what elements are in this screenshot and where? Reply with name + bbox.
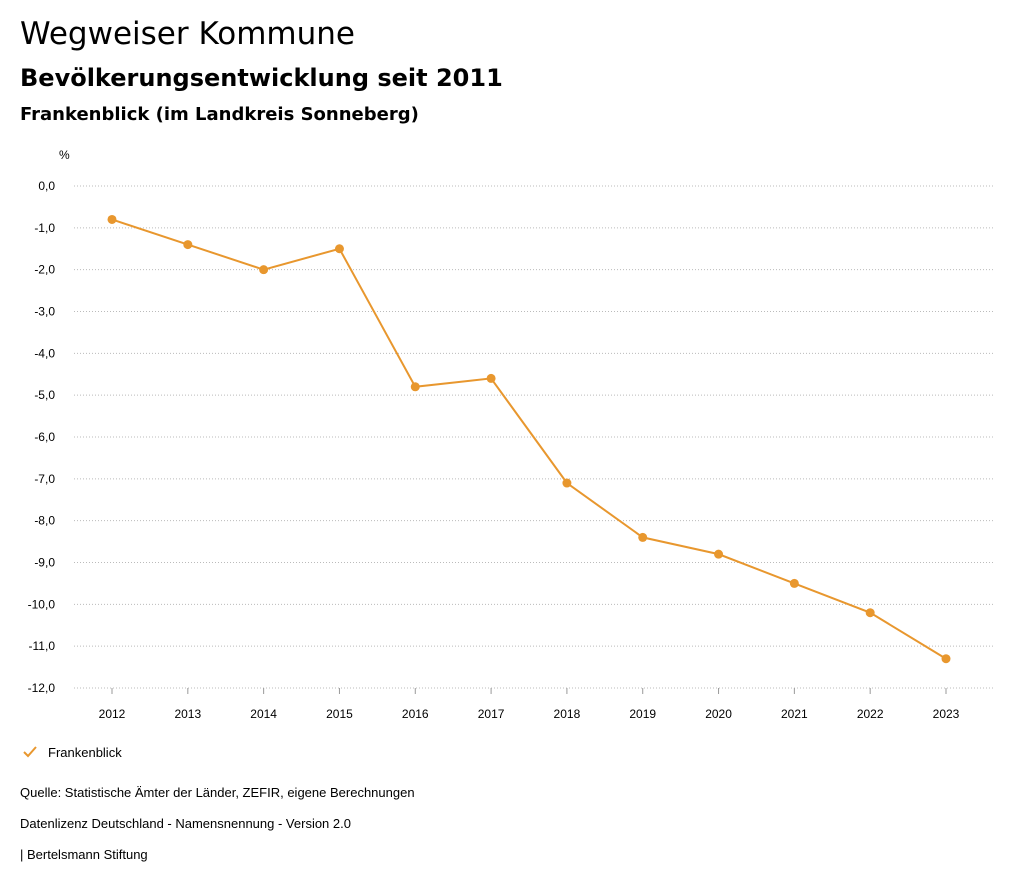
legend-label: Frankenblick (48, 744, 122, 760)
y-tick-label: -7,0 (34, 472, 55, 486)
y-tick-label: -12,0 (28, 681, 56, 695)
line-chart: % 0,0 -1,0 -2,0 -3,0 -4,0 -5,0 -6,0 -7,0 -8,0 -9,… (28, 148, 993, 721)
data-point (107, 214, 117, 224)
y-tick-label: -8,0 (34, 514, 55, 528)
x-tick-label: 2012 (99, 707, 126, 721)
x-tick-label: 2016 (402, 707, 429, 721)
source-note: Quelle: Statistische Ämter der Länder, Z… (20, 785, 415, 800)
y-tick-label: -3,0 (34, 305, 55, 319)
legend[interactable]: Frankenblick (22, 744, 122, 760)
organization-note: | Bertelsmann Stiftung (20, 847, 148, 862)
y-tick-label: -1,0 (34, 221, 55, 235)
series-frankenblick (107, 214, 951, 664)
page-title: Wegweiser Kommune (20, 16, 355, 52)
x-tick-label: 2022 (857, 707, 884, 721)
y-tick-label: -2,0 (34, 263, 55, 277)
y-tick-label: -5,0 (34, 388, 55, 402)
y-tick-label: -6,0 (34, 430, 55, 444)
y-tick-label: 0,0 (38, 179, 55, 193)
data-point (865, 608, 875, 618)
y-unit-label: % (59, 148, 70, 162)
data-point (638, 532, 648, 542)
y-tick-label: -4,0 (34, 346, 55, 360)
x-tick-label: 2020 (705, 707, 732, 721)
y-tick-label: -10,0 (28, 597, 56, 611)
data-point (183, 240, 193, 250)
chart-subtitle: Bevölkerungsentwicklung seit 2011 (20, 64, 503, 92)
license-note: Datenlizenz Deutschland - Namensnennung … (20, 816, 351, 831)
x-tick-label: 2019 (629, 707, 656, 721)
data-point (941, 654, 951, 664)
x-tick-label: 2023 (933, 707, 960, 721)
data-point (334, 244, 344, 254)
data-point (410, 382, 420, 392)
data-point (259, 265, 269, 275)
y-tick-label: -9,0 (34, 556, 55, 570)
data-point (562, 478, 572, 488)
region-name: Frankenblick (im Landkreis Sonneberg) (20, 104, 419, 125)
series-line (111, 218, 947, 660)
x-tick-label: 2014 (250, 707, 277, 721)
x-axis: 2012 2013 2014 2015 2016 2017 2018 2019 2020 2021… (99, 688, 960, 721)
x-tick-label: 2021 (781, 707, 808, 721)
gridlines (74, 185, 993, 689)
y-axis: 0,0 -1,0 -2,0 -3,0 -4,0 -5,0 -6,0 -7,0 -8,0 -9,0 -… (28, 179, 56, 695)
data-point (486, 373, 496, 383)
data-point (714, 549, 724, 559)
check-icon (23, 746, 37, 758)
data-point (789, 578, 799, 588)
x-tick-label: 2017 (478, 707, 505, 721)
y-tick-label: -11,0 (29, 639, 56, 653)
x-tick-label: 2015 (326, 707, 353, 721)
x-tick-label: 2013 (174, 707, 201, 721)
x-tick-label: 2018 (554, 707, 581, 721)
